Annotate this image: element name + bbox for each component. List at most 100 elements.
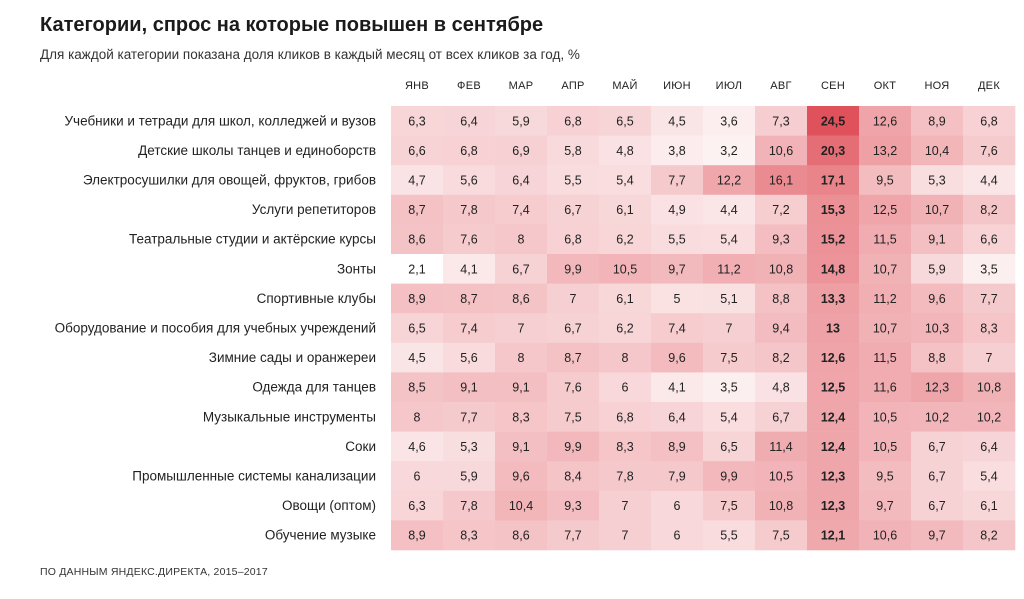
heatmap-cell <box>911 283 964 314</box>
heatmap-cell <box>547 431 600 462</box>
heatmap-cell <box>495 165 548 196</box>
cell-value-label: 15,3 <box>821 203 845 217</box>
cell-value-label: 11,2 <box>717 262 740 276</box>
cell-value-label: 6,1 <box>980 499 997 513</box>
heatmap-cell <box>703 106 756 136</box>
cell-value-label: 9,7 <box>928 529 945 543</box>
cell-value-label: 12,1 <box>821 529 845 543</box>
cell-value-label: 9,1 <box>512 381 529 395</box>
cell-value-label: 9,6 <box>512 470 529 484</box>
heatmap-cell <box>391 342 444 373</box>
cell-value-label: 9,4 <box>772 322 789 336</box>
heatmap-cell <box>651 372 704 403</box>
heatmap-cell <box>443 283 496 314</box>
row-category-label: Соки <box>345 439 376 454</box>
heatmap-cell <box>599 461 652 492</box>
cell-value-label: 8,2 <box>980 529 997 543</box>
heatmap-cell <box>547 135 600 166</box>
heatmap-cell <box>911 520 964 551</box>
heatmap-cell <box>859 106 912 136</box>
data-source-note: ПО ДАННЫМ ЯНДЕКС.ДИРЕКТА, 2015–2017 <box>40 566 268 578</box>
cell-value-label: 4,5 <box>408 351 425 365</box>
month-header: ФЕВ <box>457 80 481 92</box>
cell-value-label: 7 <box>986 351 993 365</box>
heatmap-cell <box>599 490 652 521</box>
cell-value-label: 9,9 <box>564 262 581 276</box>
heatmap-cell <box>911 224 964 255</box>
row-category-label: Овощи (оптом) <box>282 498 376 513</box>
cell-value-label: 6 <box>674 529 681 543</box>
heatmap-cell <box>859 342 912 373</box>
cell-value-label: 10,5 <box>873 410 897 424</box>
cell-value-label: 5,5 <box>720 529 737 543</box>
heatmap-cell <box>911 194 964 225</box>
cell-value-label: 8,8 <box>928 351 945 365</box>
heatmap-cell <box>703 461 756 492</box>
row-category-label: Промышленные системы канализации <box>132 469 376 484</box>
cell-value-label: 3,5 <box>980 262 997 276</box>
heatmap-cell <box>963 372 1016 403</box>
cell-value-label: 9,6 <box>928 292 945 306</box>
cell-value-label: 11,6 <box>873 381 896 395</box>
cell-value-label: 6,8 <box>980 114 997 128</box>
heatmap-cell <box>859 194 912 225</box>
cell-value-label: 12,3 <box>821 499 845 513</box>
cell-value-label: 6,2 <box>616 233 633 247</box>
cell-value-label: 5,4 <box>720 410 737 424</box>
cell-value-label: 5,8 <box>564 144 581 158</box>
cell-value-label: 6,1 <box>616 203 633 217</box>
heatmap-cell <box>651 520 704 551</box>
heatmap-cell <box>911 254 964 284</box>
row-category-label: Оборудование и пособия для учебных учреж… <box>55 321 376 336</box>
month-header: НОЯ <box>924 80 949 92</box>
cell-value-label: 5,3 <box>928 174 945 188</box>
heatmap-cell <box>599 194 652 225</box>
heatmap-cell <box>547 194 600 225</box>
heatmap-cell <box>391 224 444 255</box>
heatmap-cell <box>703 372 756 403</box>
heatmap-cell <box>495 372 548 403</box>
cell-value-label: 6,7 <box>564 203 581 217</box>
cell-value-label: 10,6 <box>873 529 897 543</box>
cell-value-label: 9,1 <box>928 233 945 247</box>
cell-value-label: 7 <box>726 322 733 336</box>
heatmap-cell <box>651 135 704 166</box>
heatmap-cell <box>703 165 756 196</box>
cell-value-label: 12,4 <box>821 440 845 454</box>
heatmap-cell <box>495 431 548 462</box>
chart-subtitle: Для каждой категории показана доля клико… <box>40 47 580 62</box>
heatmap-cell <box>391 431 444 462</box>
heatmap-cell <box>703 431 756 462</box>
cell-value-label: 8,9 <box>408 292 425 306</box>
heatmap-cell <box>599 342 652 373</box>
heatmap-cell <box>651 490 704 521</box>
cell-value-label: 12,5 <box>821 381 845 395</box>
heatmap-cell <box>651 402 704 432</box>
heatmap-cell <box>807 283 860 314</box>
heatmap-cell <box>443 342 496 373</box>
cell-value-label: 5,5 <box>564 174 581 188</box>
cell-value-label: 12,4 <box>821 410 845 424</box>
month-header: МАЙ <box>612 79 637 92</box>
row-category-label: Одежда для танцев <box>252 380 376 395</box>
heatmap-cell <box>755 372 808 403</box>
heatmap-cell <box>443 402 496 432</box>
cell-value-label: 7,2 <box>772 203 789 217</box>
heatmap-cell <box>495 313 548 344</box>
heatmap-cell <box>391 135 444 166</box>
cell-value-label: 9,9 <box>720 470 737 484</box>
cell-value-label: 7,4 <box>668 322 685 336</box>
cell-value-label: 12,2 <box>717 174 741 188</box>
heatmap-cell <box>443 106 496 136</box>
heatmap-cell <box>963 402 1016 432</box>
heatmap-cell <box>911 490 964 521</box>
cell-value-label: 12,5 <box>873 203 897 217</box>
heatmap-cell <box>651 224 704 255</box>
heatmap-cell <box>755 431 808 462</box>
heatmap-cell <box>703 313 756 344</box>
cell-value-label: 7,7 <box>980 292 997 306</box>
cell-value-label: 6 <box>622 381 629 395</box>
cell-value-label: 8,9 <box>668 440 685 454</box>
cell-value-label: 9,5 <box>876 174 893 188</box>
heatmap-cell <box>651 461 704 492</box>
